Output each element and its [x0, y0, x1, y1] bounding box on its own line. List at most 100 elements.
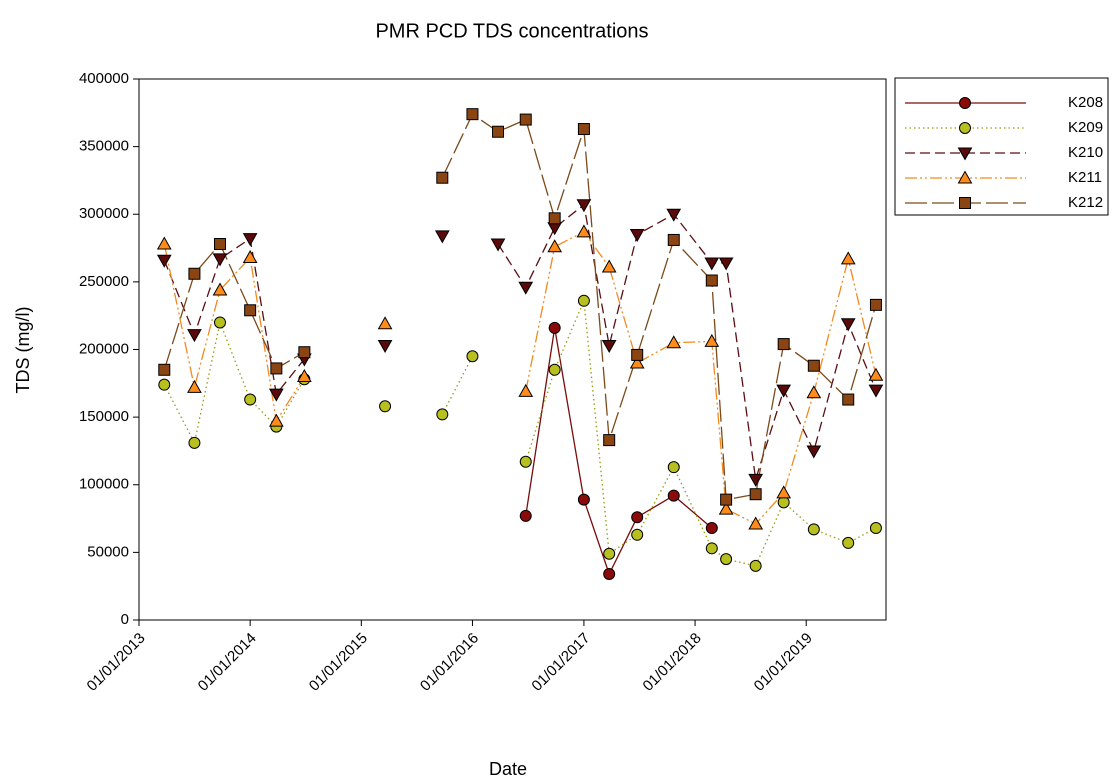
y-tick-label: 100000 — [79, 476, 129, 493]
data-point — [777, 338, 790, 351]
data-point — [379, 400, 392, 413]
data-point — [629, 229, 645, 243]
data-point — [434, 230, 450, 244]
data-point — [776, 384, 792, 398]
series-line — [163, 113, 877, 501]
data-point — [156, 236, 172, 250]
data-point — [705, 522, 718, 535]
data-point — [631, 348, 644, 361]
y-tick-label: 200000 — [79, 340, 129, 357]
series-line — [163, 203, 877, 480]
x-tick-label: 01/01/2017 — [528, 630, 593, 695]
legend-label: K212 — [1068, 194, 1103, 211]
data-point — [212, 282, 228, 296]
data-point — [270, 362, 283, 375]
y-tick-label: 50000 — [87, 543, 129, 560]
data-point — [601, 259, 617, 273]
data-point — [518, 383, 534, 397]
data-point — [548, 212, 561, 225]
data-point — [718, 257, 734, 271]
series-line — [163, 231, 877, 525]
data-point — [466, 350, 479, 363]
data-point — [749, 559, 762, 572]
y-tick-label: 300000 — [79, 205, 129, 222]
data-point — [212, 253, 228, 267]
series-line — [163, 300, 877, 567]
data-point — [603, 568, 616, 581]
data-point — [667, 489, 680, 502]
legend-marker — [959, 122, 971, 134]
data-point — [704, 257, 720, 271]
y-tick-label: 400000 — [79, 70, 129, 87]
data-point — [807, 359, 820, 372]
data-point — [436, 408, 449, 421]
data-point — [298, 346, 311, 359]
data-point — [704, 333, 720, 347]
data-point — [519, 455, 532, 468]
data-point — [576, 199, 592, 213]
data-point — [629, 355, 645, 369]
legend-label: K208 — [1068, 94, 1103, 111]
data-point — [187, 329, 202, 343]
data-point — [842, 393, 855, 406]
data-point — [868, 384, 884, 398]
data-point — [631, 511, 644, 524]
data-point — [806, 445, 822, 459]
data-point — [547, 222, 563, 236]
data-point — [842, 536, 855, 549]
legend-label: K209 — [1068, 119, 1103, 136]
data-point — [518, 281, 534, 295]
data-point — [436, 171, 449, 184]
data-point — [705, 542, 718, 555]
data-point — [268, 413, 284, 427]
data-point — [631, 528, 644, 541]
data-point — [188, 436, 201, 449]
data-point — [869, 298, 882, 311]
legend-marker — [959, 97, 971, 109]
data-point — [490, 238, 506, 252]
x-axis-label: Date — [489, 759, 527, 779]
data-point — [666, 208, 682, 222]
plot-frame — [138, 78, 887, 621]
x-tick-label: 01/01/2015 — [306, 630, 371, 695]
legend-marker — [957, 170, 973, 184]
x-tick-label: 01/01/2016 — [417, 630, 482, 695]
data-point — [244, 393, 257, 406]
data-point — [519, 113, 532, 126]
data-point — [840, 251, 856, 265]
data-point — [666, 335, 682, 349]
chart-title: PMR PCD TDS concentrations — [375, 20, 648, 42]
data-point — [214, 238, 227, 251]
data-point — [720, 493, 733, 506]
data-point — [547, 239, 563, 253]
data-point — [377, 316, 393, 330]
data-point — [244, 304, 257, 317]
data-point — [718, 501, 734, 515]
data-point — [777, 496, 790, 509]
data-point — [466, 108, 479, 121]
data-point — [748, 516, 764, 530]
legend-marker — [957, 147, 973, 161]
data-point — [603, 434, 616, 447]
x-tick-label: 01/01/2014 — [195, 630, 260, 695]
data-point — [377, 339, 393, 353]
y-tick-label: 350000 — [79, 138, 129, 155]
x-tick-label: 01/01/2018 — [640, 630, 705, 695]
y-tick-label: 0 — [121, 611, 129, 628]
legend-label: K211 — [1068, 169, 1102, 186]
data-point — [268, 388, 284, 402]
data-point — [748, 473, 764, 487]
legend-label: K210 — [1068, 144, 1103, 161]
data-point — [158, 378, 171, 391]
data-point — [188, 267, 201, 280]
x-tick-label: 01/01/2013 — [84, 630, 149, 695]
data-point — [297, 369, 312, 383]
data-point — [577, 493, 590, 506]
data-point — [869, 522, 882, 535]
data-point — [749, 488, 762, 501]
x-tick-label: 01/01/2019 — [751, 630, 816, 695]
data-point — [603, 547, 616, 560]
data-point — [492, 125, 505, 138]
data-point — [667, 461, 680, 474]
